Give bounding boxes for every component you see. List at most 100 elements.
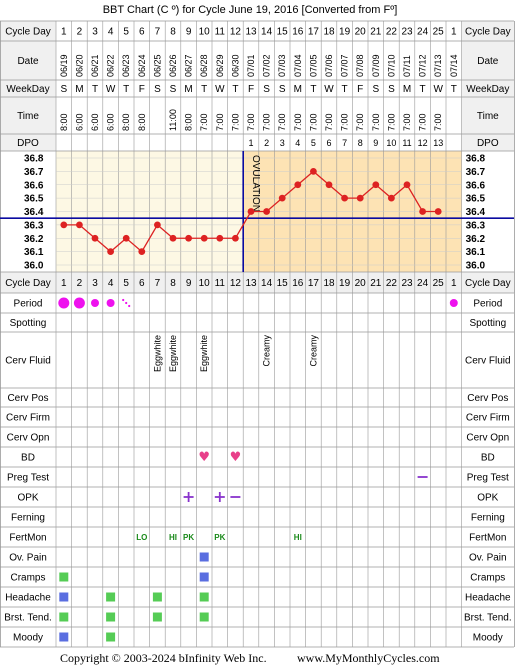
copyright-text: Copyright © 2003-2024 bInfinity Web Inc. <box>60 651 267 665</box>
temperature-point <box>419 208 426 215</box>
moody-marker <box>106 632 116 642</box>
row-label-moody: Moody <box>13 633 43 644</box>
row-label-cycle-day2: Cycle Day <box>5 278 51 289</box>
row-label-right-moody: Moody <box>473 633 503 644</box>
weekday-label: W <box>215 84 225 95</box>
date-label: 07/04 <box>293 54 303 77</box>
cycle-day-number: 4 <box>108 27 114 38</box>
date-label: 07/11 <box>402 55 412 77</box>
time-label: 8:00 <box>184 113 194 131</box>
fertmon-label: PK <box>183 533 194 542</box>
row-label-opk: OPK <box>17 493 38 504</box>
cycle-day-number: 16 <box>292 27 304 38</box>
row-label-right-cramps: Cramps <box>470 573 505 584</box>
temp-tick-label-right: 36.8 <box>466 154 486 165</box>
cycle-day-number: 5 <box>123 278 129 289</box>
temperature-point <box>138 248 146 256</box>
cycle-day-number: 1 <box>451 27 457 38</box>
cycle-day-number: 8 <box>170 278 176 289</box>
weekday-label: T <box>420 84 426 95</box>
row-label-right-ferning: Ferning <box>471 513 505 524</box>
row-label-brst-tend: Brst. Tend. <box>4 613 52 624</box>
weekday-label: T <box>342 84 348 95</box>
row-label-right-headache: Headache <box>465 593 511 604</box>
cycle-day-number: 9 <box>186 278 192 289</box>
row-label-right-cycle-day2: Cycle Day <box>465 278 511 289</box>
row-label-cerv-pos: Cerv Pos <box>7 393 48 404</box>
date-label: 06/27 <box>184 54 194 77</box>
temp-tick-label-right: 36.5 <box>466 194 486 205</box>
date-label: 07/08 <box>355 54 365 77</box>
cycle-day-number: 12 <box>230 278 242 289</box>
row-label-spotting: Spotting <box>10 318 47 329</box>
temperature-point <box>388 194 395 202</box>
weekday-label: T <box>232 84 238 95</box>
date-label: 07/14 <box>449 54 459 77</box>
row-label-ferning: Ferning <box>11 513 45 524</box>
weekday-label: F <box>357 84 363 95</box>
temperature-point <box>154 221 161 229</box>
temp-tick-label: 36.0 <box>24 261 44 272</box>
headache-marker <box>199 592 209 602</box>
date-label: 06/23 <box>121 54 131 77</box>
cycle-day-number: 17 <box>308 278 320 289</box>
time-label: 7:00 <box>262 113 272 131</box>
date-label: 06/29 <box>215 54 225 77</box>
cerv-fluid-label: Eggwhite <box>168 335 178 372</box>
cycle-day-number: 19 <box>339 27 351 38</box>
cycle-day-number: 4 <box>108 278 114 289</box>
dpo-number: 12 <box>418 138 428 148</box>
period-spotting-dot <box>125 301 128 305</box>
temperature-point <box>341 194 348 202</box>
site-url[interactable]: www.MyMonthlyCycles.com <box>297 651 440 665</box>
fertmon-label: LO <box>136 533 147 542</box>
date-label: 06/19 <box>59 54 69 77</box>
dpo-number: 8 <box>358 138 363 148</box>
dpo-number: 11 <box>402 138 411 148</box>
cycle-day-number: 18 <box>323 278 335 289</box>
weekday-label: F <box>248 84 254 95</box>
weekday-label: W <box>324 84 334 95</box>
cycle-day-number: 9 <box>186 27 192 38</box>
row-label-headache: Headache <box>5 593 51 604</box>
header-left-bg <box>0 21 56 151</box>
row-label-period: Period <box>14 299 43 310</box>
cycle-day-number: 20 <box>355 27 367 38</box>
cycle-day-number: 2 <box>77 278 83 289</box>
cycle-day-number: 1 <box>61 278 67 289</box>
temperature-point <box>263 208 270 215</box>
cycle-day-number: 2 <box>77 27 83 38</box>
weekday-label: S <box>279 84 286 95</box>
weekday-label: T <box>310 84 316 95</box>
dpo-number: 9 <box>373 138 378 148</box>
cycle-day-number: 18 <box>323 27 335 38</box>
weekday-label: T <box>123 84 129 95</box>
date-label: 06/21 <box>90 54 100 77</box>
row-label-right-dpo: DPO <box>477 138 499 149</box>
row-label-right-fertmon: FertMon <box>469 533 506 544</box>
bd-heart-icon: ♥ <box>230 450 242 465</box>
date-label: 07/07 <box>340 54 350 77</box>
fertmon-label: HI <box>169 533 177 542</box>
row-label-cerv-opn: Cerv Opn <box>7 433 50 444</box>
bd-heart-icon: ♥ <box>198 450 210 465</box>
temperature-point <box>60 221 68 229</box>
temperature-point <box>76 221 83 229</box>
date-label: 07/06 <box>324 54 334 77</box>
headache-marker <box>106 592 116 602</box>
date-label: 07/01 <box>246 54 256 77</box>
row-label-right-cycle-day: Cycle Day <box>465 27 511 38</box>
row-label-right-opk: OPK <box>477 493 498 504</box>
temp-tick-label: 36.4 <box>24 207 44 218</box>
breast-tenderness-marker <box>199 612 209 622</box>
row-label-cramps: Cramps <box>10 573 45 584</box>
temp-tick-label-right: 36.7 <box>466 167 486 178</box>
row-label-right-brst-tend: Brst. Tend. <box>464 613 512 624</box>
cycle-day-number: 23 <box>401 27 413 38</box>
date-label: 06/22 <box>106 54 116 77</box>
date-label: 07/02 <box>262 54 272 77</box>
temp-tick-label: 36.3 <box>24 220 44 231</box>
weekday-label: T <box>201 84 207 95</box>
date-label: 06/24 <box>137 54 147 77</box>
